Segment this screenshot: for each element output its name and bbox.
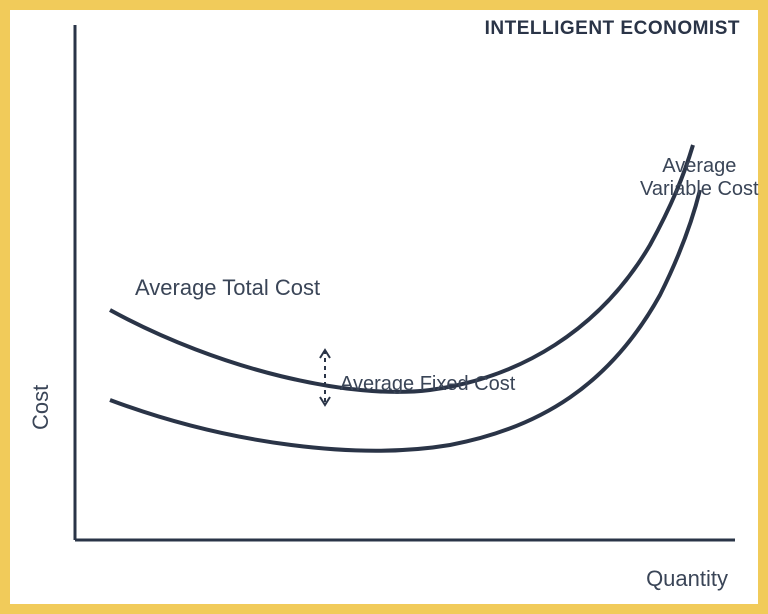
atc-curve bbox=[110, 145, 693, 392]
atc-label: Average Total Cost bbox=[135, 275, 320, 301]
afc-label: Average Fixed Cost bbox=[340, 373, 515, 396]
y-axis-label: Cost bbox=[28, 385, 54, 430]
avc-curve bbox=[110, 190, 700, 451]
avc-label: Average Variable Cost bbox=[640, 155, 759, 201]
x-axis-label: Quantity bbox=[646, 566, 728, 592]
chart-plot bbox=[0, 0, 768, 614]
afc-gap-arrow bbox=[320, 350, 330, 405]
